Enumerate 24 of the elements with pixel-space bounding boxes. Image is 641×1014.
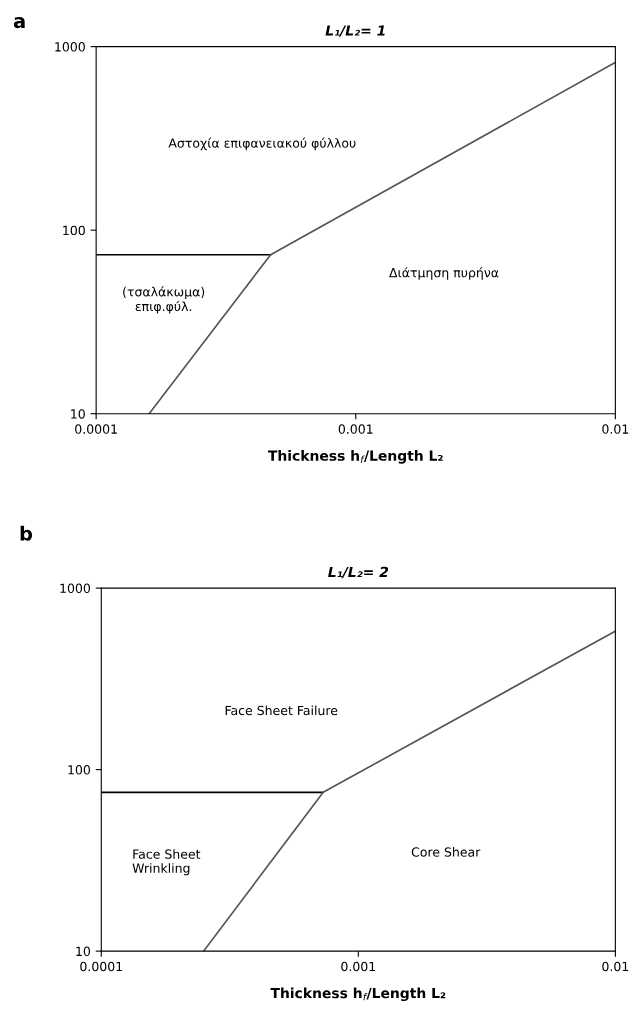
annotation: Face Sheet Wrinkling: [132, 849, 201, 876]
y-tick-label: 100: [68, 765, 91, 775]
y-tick-label: 100: [63, 225, 85, 236]
text: a: [13, 17, 25, 29]
text: b: [20, 525, 33, 541]
annotation: Διάτμηση πυρήνα: [389, 267, 499, 280]
x-tick-label: 0.001: [338, 424, 373, 434]
x-tick-label: 0.0001: [80, 961, 122, 972]
annotation: (τσαλάκωμα) επιφ.φύλ.: [123, 286, 205, 314]
chart-title: L₁/L₂= 1: [325, 25, 385, 37]
y-tick-label: 10: [76, 946, 91, 957]
x-tick-label: 0.01: [602, 424, 629, 434]
x-tick-label: 0.01: [602, 961, 629, 972]
annotation: Core Shear: [411, 847, 481, 857]
x-axis-title: Thickness h$_{f}$/Length L₂: [267, 450, 443, 464]
chart-title: L₁/L₂= 2: [328, 566, 389, 579]
y-tick-label: 10: [71, 409, 85, 419]
y-tick-label: 1000: [60, 583, 91, 594]
annotation: Αστοχία επιφανειακού φύλλου: [168, 137, 356, 151]
x-axis-title: Thickness h$_{f}$/Length L₂: [270, 987, 446, 1002]
annotation: Face Sheet Failure: [225, 705, 338, 716]
x-tick-label: 0.0001: [75, 424, 117, 434]
x-tick-label: 0.001: [341, 961, 376, 972]
y-tick-label: 1000: [55, 42, 85, 52]
